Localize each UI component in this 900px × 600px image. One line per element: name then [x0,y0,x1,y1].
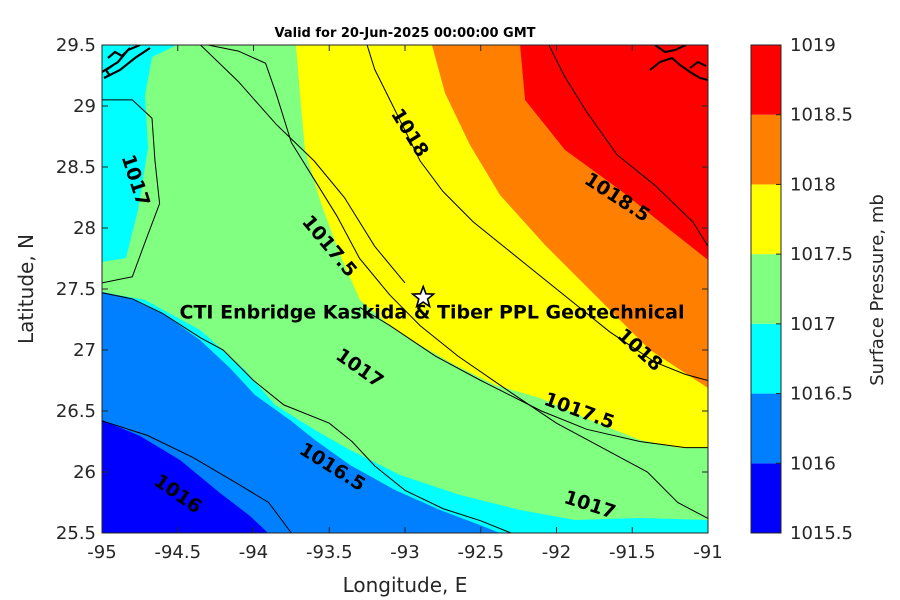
x-tick-label: -93 [390,542,419,563]
colorbar-swatch-1018 [751,114,781,185]
region-1016 [102,292,500,533]
y-tick-label: 29 [73,96,96,117]
y-tick-label: 26.5 [56,401,96,422]
colorbar-label: Surface Pressure, mb [867,194,888,386]
contour-line-1018.5 [548,45,708,247]
colorbar-tick-label: 1016.5 [790,384,853,405]
region-1018 [432,45,708,388]
y-tick-label: 27.5 [56,279,96,300]
x-tick-label: -93.5 [306,542,353,563]
coastline-west [102,45,151,79]
colorbar-swatch-1017.5 [751,184,781,255]
y-tick-label: 28.5 [56,157,96,178]
x-tick-label: -92.5 [457,542,504,563]
colorbar-tick-label: 1018.5 [790,105,853,126]
colorbar-tick-label: 1016 [790,453,836,474]
y-tick-label: 27 [73,340,96,361]
coastline-east [649,45,708,81]
site-star-marker [410,284,436,309]
x-axis-label: Longitude, E [343,573,468,597]
colorbar-tick-label: 1018 [790,174,836,195]
x-tick-label: -92 [542,542,571,563]
colorbar-swatch-1017 [751,254,781,324]
x-tick-label: -94 [239,542,268,563]
x-tick-label: -91.5 [609,542,656,563]
contour-line-1016.5 [102,292,512,533]
colorbar-tick-label: 1017.5 [790,244,853,265]
colorbar-tick-label: 1019 [790,35,836,56]
colorbar-frame [750,44,782,534]
colorbar-swatch-1018.5 [751,45,781,115]
x-tick-label: -94.5 [154,542,201,563]
region-1017.5 [296,45,708,448]
chart-title: Valid for 20-Jun-2025 00:00:00 GMT [275,26,536,41]
y-tick-label: 29.5 [56,35,96,56]
region-1018.5 [520,45,708,260]
region-1015.5 [102,420,268,533]
y-tick-label: 28 [73,218,96,239]
colorbar-swatch-1015.5 [751,463,781,533]
x-tick-label: -95 [87,542,116,563]
contour-line-1018 [366,45,708,381]
contour-line-1017.5 [359,306,708,449]
contour-line-1018 [200,45,406,284]
colorbar-tick-label: 1015.5 [790,523,853,544]
colorbar-swatch-1016.5 [751,323,781,394]
y-axis: 25.5 26 26.5 27 27.5 28 28.5 29 29.5 [56,35,708,544]
colorbar-tick-label: 1017 [790,314,836,335]
contour-lines [102,45,708,533]
x-tick-label: -91 [693,542,722,563]
y-axis-label: Latitude, N [14,234,38,344]
site-label: CTI Enbridge Kaskida & Tiber PPL Geotech… [180,302,685,324]
x-axis: -95 -94.5 -94 -93.5 -93 -92.5 -92 -91.5 -91 [87,45,723,563]
contour-map [102,45,708,533]
contour-line-1017.5 [102,99,161,284]
contour-line-1017 [208,45,708,519]
colorbar: 1015.5 1016 1016.5 1017 1017.5 1018 1018.5 1019 [750,35,853,544]
y-tick-label: 25.5 [56,523,96,544]
region-1016.5-north [102,45,177,262]
marker-layer: CTI Enbridge Kaskida & Tiber PPL Geotech… [180,284,685,324]
contour-line-1016 [102,420,292,533]
colorbar-swatch-1016 [751,393,781,464]
y-tick-label: 26 [73,462,96,483]
